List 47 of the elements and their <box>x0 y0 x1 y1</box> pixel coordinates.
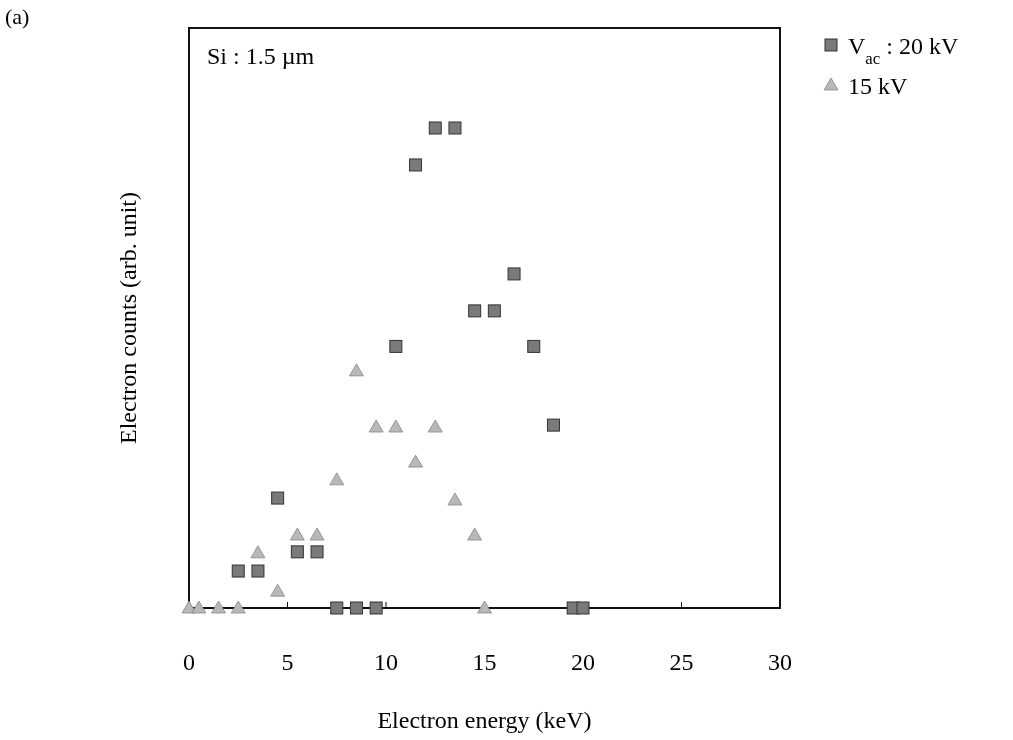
x-axis-title: Electron energy (keV) <box>377 707 592 733</box>
x-tick-label: 10 <box>374 649 398 675</box>
point <box>389 339 403 353</box>
point <box>546 418 560 432</box>
legend-label: 15 kV <box>848 73 908 99</box>
point <box>250 545 266 559</box>
y-axis-title: Electron counts (arb. unit) <box>115 192 141 444</box>
point <box>428 121 442 135</box>
point <box>211 600 226 614</box>
point <box>231 564 245 578</box>
point <box>527 339 541 353</box>
point <box>467 527 483 541</box>
point <box>310 545 324 559</box>
point <box>487 304 501 318</box>
point <box>270 583 286 597</box>
legend-label: V$_{ac}$ : 20 kV <box>848 33 959 68</box>
point <box>349 601 363 615</box>
text: Si : 1.5 µm <box>207 43 315 69</box>
point <box>368 419 384 433</box>
x-tick-label: 20 <box>571 649 595 675</box>
x-tick-label: 5 <box>281 649 294 675</box>
point <box>290 545 304 559</box>
x-tick-label: 0 <box>183 649 195 675</box>
point <box>309 527 325 541</box>
point <box>330 601 344 615</box>
point <box>388 419 404 433</box>
point <box>507 267 521 281</box>
x-tick-label: 25 <box>669 649 694 675</box>
point <box>447 492 463 506</box>
point <box>271 491 285 505</box>
point <box>251 564 265 578</box>
point <box>191 600 207 614</box>
text: (a) <box>5 4 30 29</box>
point <box>230 600 246 614</box>
point <box>409 158 423 172</box>
point <box>427 419 443 433</box>
point <box>408 454 423 468</box>
point <box>349 363 364 377</box>
point <box>369 601 383 615</box>
point <box>576 601 590 615</box>
point <box>468 304 482 318</box>
point <box>477 600 492 614</box>
x-tick-label: 15 <box>472 649 497 675</box>
point <box>329 472 345 486</box>
point <box>448 121 462 135</box>
x-tick-label: 30 <box>768 649 792 675</box>
point <box>289 527 305 541</box>
